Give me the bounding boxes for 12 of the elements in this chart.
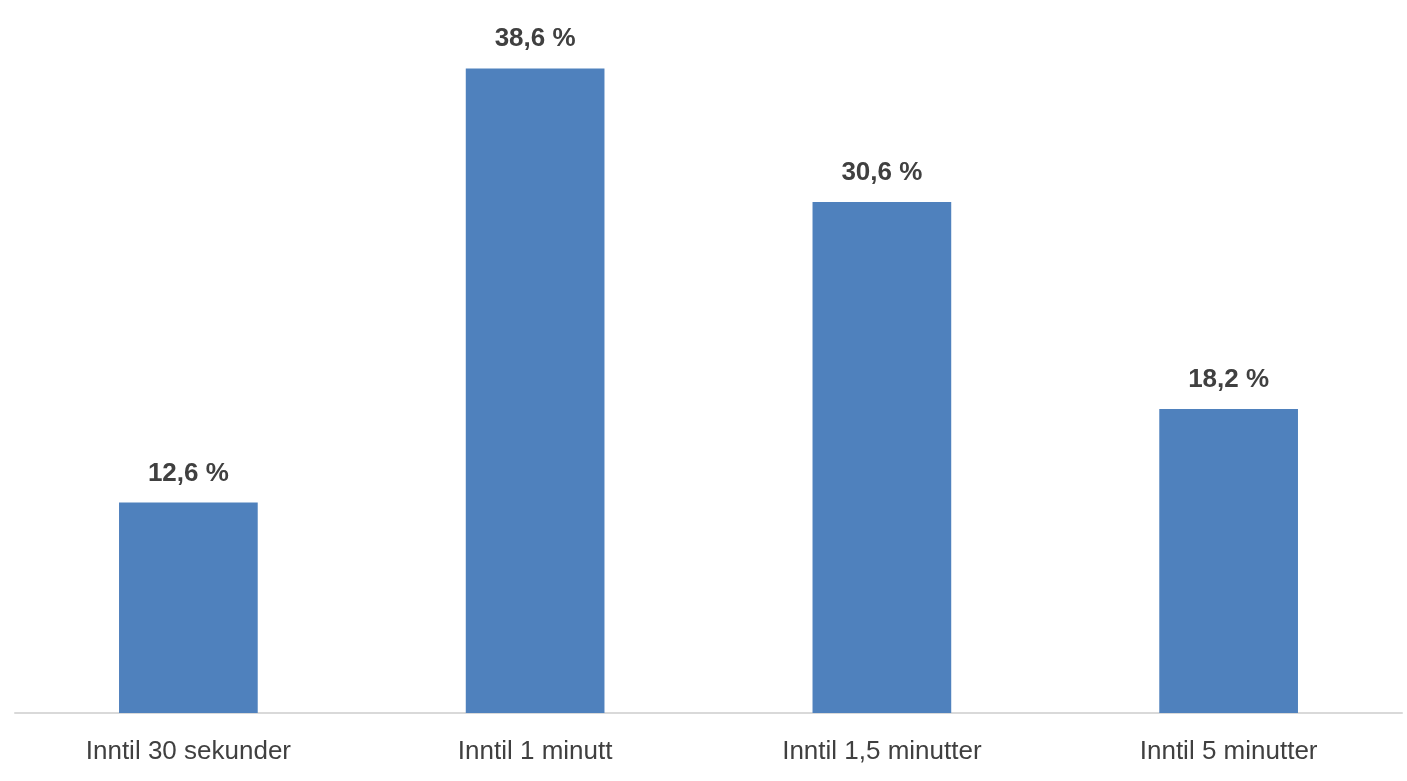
bar: [1159, 409, 1298, 713]
bar: [465, 68, 605, 713]
x-tick-label: Inntil 1 minutt: [457, 735, 614, 765]
x-tick-label: Inntil 5 minutter: [1139, 735, 1318, 765]
data-label: 12,6 %: [147, 456, 229, 487]
data-label: 18,2 %: [1188, 363, 1270, 394]
bar: [119, 502, 258, 713]
data-label: 30,6 %: [841, 155, 923, 186]
data-label: 38,6 %: [494, 22, 576, 53]
x-tick-label: Inntil 1,5 minutter: [782, 735, 982, 765]
bar: [812, 201, 952, 713]
x-tick-label: Inntil 30 sekunder: [85, 735, 292, 765]
